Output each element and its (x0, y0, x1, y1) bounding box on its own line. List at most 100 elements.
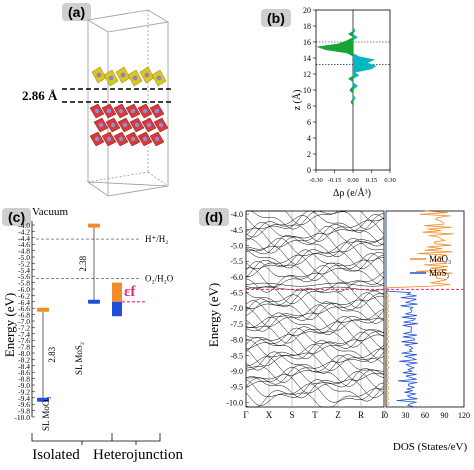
moo3-gap-label: 2.83 (47, 346, 57, 362)
panel-c-ytick-label: -4.0 (18, 221, 30, 230)
panel-b-xtick-label: 0.30 (384, 177, 395, 184)
panel-b-ytick-label: 6 (307, 118, 311, 127)
band-line (245, 366, 385, 388)
panel-c-axes: -4.0-4.2-4.4-4.6-4.8-5.0-5.2-5.4-5.6-5.8… (14, 221, 174, 445)
fermi-level-label: εf (124, 284, 136, 300)
band-line (245, 281, 385, 305)
dos-moo3-line (385, 210, 454, 408)
band-line (245, 225, 385, 248)
panel-b-axes: 0 2 4 6 8 10 12 14 16 18 20 -0.30 -0.15 0.00 0.15 0.30 (303, 6, 396, 184)
panel-b-ylabel: z (Å) (291, 90, 303, 111)
panel-d-ytick-label: -6.0 (230, 273, 243, 282)
band-line (245, 259, 385, 281)
band-line (245, 337, 385, 360)
band-line (245, 210, 385, 233)
band-line (245, 304, 385, 327)
kpoint-label: R (358, 410, 364, 420)
band-line (245, 287, 385, 309)
dos-tick-label: 60 (421, 411, 429, 420)
band-line (245, 300, 385, 324)
band-line (245, 288, 385, 311)
panel-c-ytick-label: -8.0 (18, 349, 30, 358)
band-line (245, 351, 385, 374)
panel-d-ytick-label: -8.5 (230, 351, 243, 360)
panel-c-ytick-label: -4.8 (18, 247, 30, 256)
mo-atom (154, 136, 160, 142)
band-line (245, 214, 385, 238)
panel-d-axes: -4.0 -4.5 -5.0 -5.5 -6.0 -6.5 -7.0 -7.5 -8.0 -8.5… (226, 210, 470, 420)
mo-atom (122, 122, 128, 128)
band-line (245, 382, 385, 406)
panel-c-ytick-label: -5.8 (18, 279, 30, 288)
panel-b-ytick-label: 18 (303, 22, 311, 31)
kpoint-label: Z (335, 410, 341, 420)
panel-d-ytick-label: -7.5 (230, 320, 243, 329)
band-line (245, 292, 385, 316)
panel-b-ytick-label: 8 (307, 102, 311, 111)
panel-c-ytick-label: -9.6 (18, 400, 30, 409)
bottom-left-label: Isolated (32, 447, 80, 463)
mo-atom (132, 75, 138, 81)
panel-label-c: (c) (2, 208, 32, 226)
band-line (245, 331, 385, 354)
panel-label-a: (a) (62, 3, 92, 21)
panel-c-ytick-label: -6.8 (18, 311, 30, 320)
mo-atom (106, 108, 112, 114)
panel-c-ytick-label: -6.2 (18, 291, 30, 300)
panel-c-ytick-label: -7.2 (18, 323, 30, 332)
panel-c-ytick-label: -9.4 (18, 394, 30, 403)
panel-c-ytick-label: -6.4 (18, 298, 30, 307)
panel-c-ytick-label: -8.2 (18, 355, 30, 364)
dos-tick-label: 120 (458, 411, 470, 420)
panel-d-band-dos: -4.0 -4.5 -5.0 -5.5 -6.0 -6.5 -7.0 -7.5 -8.0 -8.5… (206, 210, 470, 453)
band-line (245, 388, 385, 408)
panel-d-ytick-label: -8.0 (230, 336, 243, 345)
band-line (245, 221, 385, 246)
band-line (245, 348, 385, 371)
panel-c-ytick-label: -4.4 (18, 234, 30, 243)
panel-b-ytick-label: 20 (303, 6, 311, 15)
mo-atom (96, 72, 102, 78)
band-line (245, 248, 385, 269)
panel-c-ytick-label: -7.4 (18, 330, 30, 339)
panel-c-ytick-label: -4.2 (18, 227, 30, 236)
legend-label: MoS₂ (429, 268, 450, 278)
panel-d-ytick-label: -7.0 (230, 304, 243, 313)
panel-d-ytick-label: -4.5 (230, 226, 243, 235)
bottom-right-label: Heterojunction (93, 447, 183, 463)
negative-charge-area (316, 26, 353, 106)
band-line (245, 261, 385, 285)
band-line (245, 312, 385, 335)
panel-b-ytick-label: 0 (307, 166, 311, 175)
kpoint-label: S (289, 410, 294, 420)
panel-b-xtick-label: -0.30 (309, 177, 323, 184)
mo-atom (134, 122, 140, 128)
panel-d-ytick-label: -5.5 (230, 257, 243, 266)
band-line (245, 220, 385, 242)
kpoint-label: X (266, 410, 273, 420)
band-line (245, 316, 385, 336)
mo-atom (130, 108, 136, 114)
panel-d-ytick-label: -9.0 (230, 367, 243, 376)
mos2-label: SL MoS₂ (74, 342, 84, 375)
mo-atom (142, 108, 148, 114)
panel-c-ytick-label: -8.6 (18, 368, 30, 377)
panel-c-ytick-label: -6.6 (18, 304, 30, 313)
redox-level-label: O₂/H₂O (145, 273, 174, 283)
mo-atom (94, 136, 100, 142)
panel-d-ytick-label: -5.0 (230, 241, 243, 250)
mo-atom (120, 72, 126, 78)
mos2-gap-label: 2.38 (78, 255, 88, 271)
band-line (245, 234, 385, 257)
band-line (245, 232, 385, 254)
panel-d-ytick-label: -10.0 (226, 398, 243, 407)
band-line (245, 249, 385, 272)
band-line (245, 298, 385, 321)
panel-d-ytick-label: -4.0 (230, 210, 243, 219)
panel-b-ytick-label: 4 (307, 134, 311, 143)
panel-b-ytick-label: 12 (303, 70, 311, 79)
panel-label-b: (b) (261, 9, 291, 27)
moo3-vbm-bar (37, 397, 49, 402)
hetero-vbm-block (112, 301, 122, 317)
